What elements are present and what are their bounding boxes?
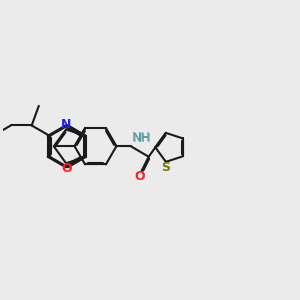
Text: S: S: [162, 161, 171, 174]
Text: NH: NH: [133, 132, 152, 145]
Text: O: O: [61, 162, 72, 175]
Text: O: O: [135, 170, 146, 183]
Text: NH: NH: [132, 131, 151, 144]
Text: N: N: [61, 118, 71, 131]
